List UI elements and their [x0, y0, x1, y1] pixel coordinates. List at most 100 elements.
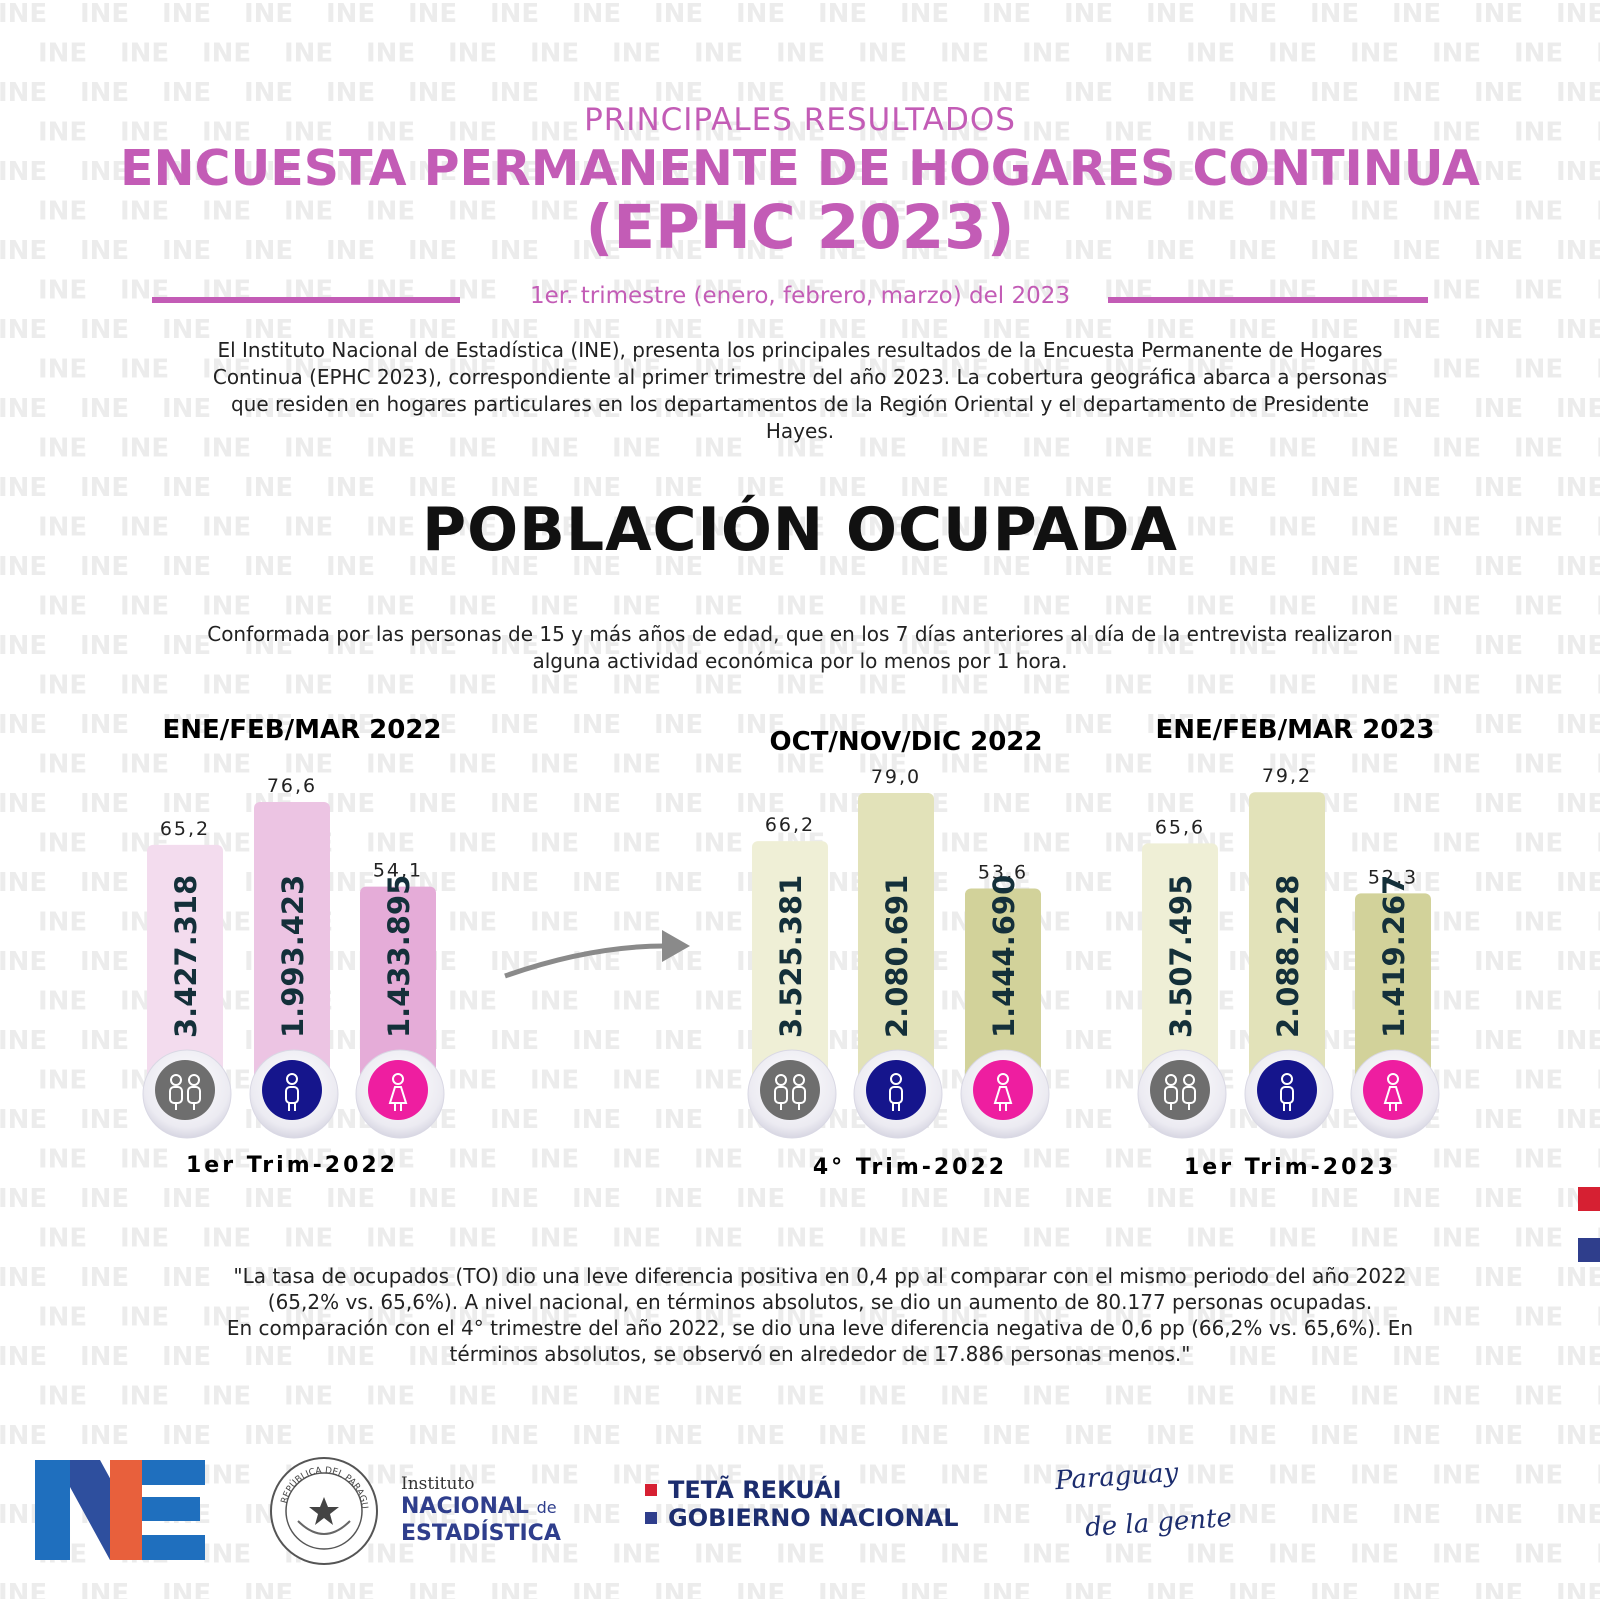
watermark-text: INE [202, 592, 251, 622]
quote-paragraph-2: En comparación con el 4° trimestre del a… [226, 1316, 1414, 1366]
watermark-text: INE [1350, 592, 1399, 622]
woman-icon [960, 1049, 1050, 1139]
watermark-text: INE [1268, 1540, 1317, 1570]
watermark-text: INE [1350, 1224, 1399, 1254]
watermark-text: INE [1432, 39, 1481, 69]
watermark-text: INE [80, 1579, 129, 1599]
watermark-text: INE [982, 1579, 1031, 1599]
bar [1142, 843, 1218, 1090]
watermark-text: INE [1474, 0, 1523, 29]
watermark-text: INE [1104, 1382, 1153, 1412]
watermark-text: INE [1146, 0, 1195, 29]
watermark-text: INE [120, 592, 169, 622]
count-label: 1.993.423 [276, 875, 310, 1038]
watermark-text: INE [940, 1461, 989, 1491]
watermark-text: INE [940, 671, 989, 701]
watermark-text: INE [1474, 315, 1523, 345]
watermark-text: INE [1556, 1421, 1600, 1451]
watermark-text: INE [1596, 434, 1600, 464]
man-icon [249, 1049, 339, 1139]
watermark-text: INE [1186, 1540, 1235, 1570]
ine-wordmark-estadistica: ESTADÍSTICA [401, 1521, 561, 1546]
watermark-text: INE [736, 1579, 785, 1599]
watermark-text: INE [900, 0, 949, 29]
watermark-text: INE [1350, 1540, 1399, 1570]
watermark-text: INE [1432, 434, 1481, 464]
watermark-text: INE [1514, 1540, 1563, 1570]
watermark-text: INE [1474, 1342, 1523, 1372]
watermark-text: INE [1596, 1461, 1600, 1491]
watermark-text: INE [900, 1421, 949, 1451]
watermark-text: INE [1392, 1421, 1441, 1451]
watermark-text: INE [1514, 592, 1563, 622]
bar [752, 841, 828, 1090]
quarter-label: 1er Trim-2022 [186, 1153, 398, 1178]
watermark-text: INE [694, 1224, 743, 1254]
watermark-text: INE [940, 1224, 989, 1254]
rate-label: 65,2 [160, 818, 210, 840]
count-label: 1.444.690 [987, 875, 1021, 1038]
watermark-text: INE [1514, 1461, 1563, 1491]
page-title-code: (EPHC 2023) [585, 192, 1015, 263]
watermark-text: INE [572, 0, 621, 29]
people-icon [1137, 1049, 1227, 1139]
watermark-text: INE [38, 355, 87, 385]
watermark-text: INE [80, 0, 129, 29]
ine-wordmark: Instituto NACIONAL de ESTADÍSTICA [401, 1474, 591, 1547]
watermark-text: INE [900, 1579, 949, 1599]
period-heading: ENE/FEB/MAR 2022 [162, 715, 441, 745]
watermark-text: INE [612, 1382, 661, 1412]
ine-wordmark-nacional: NACIONAL [401, 1494, 529, 1519]
watermark-text: INE [1350, 39, 1399, 69]
watermark-text: INE [408, 1421, 457, 1451]
watermark-text: INE [530, 592, 579, 622]
watermark-text: INE [1228, 1421, 1277, 1451]
bar [1355, 893, 1431, 1090]
watermark-text: INE [776, 39, 825, 69]
watermark-text: INE [940, 1540, 989, 1570]
watermark-text: INE [1350, 671, 1399, 701]
period-heading: OCT/NOV/DIC 2022 [770, 727, 1043, 757]
watermark-text: INE [1432, 355, 1481, 385]
watermark-text: INE [366, 592, 415, 622]
watermark-text: INE [736, 0, 785, 29]
watermark-text: INE [1268, 592, 1317, 622]
ine-wordmark-de: de [536, 1498, 557, 1517]
watermark-text: INE [284, 671, 333, 701]
watermark-text: INE [1596, 355, 1600, 385]
bar [360, 886, 436, 1090]
edge-flag-blue [1578, 1238, 1600, 1262]
watermark-text: INE [572, 1579, 621, 1599]
watermark-text: INE [1514, 434, 1563, 464]
watermark-text: INE [1310, 0, 1359, 29]
watermark-text: INE [366, 39, 415, 69]
quarter-label: 1er Trim-2023 [1184, 1155, 1396, 1180]
section-definition: Conformada por las personas de 15 y más … [207, 622, 1393, 673]
watermark-text: INE [1104, 1224, 1153, 1254]
watermark-text: INE [1310, 1500, 1359, 1530]
intro-paragraph: El Instituto Nacional de Estadística (IN… [212, 338, 1388, 443]
watermark-text: INE [0, 631, 47, 661]
woman-icon [355, 1049, 445, 1139]
woman-icon [1350, 1049, 1440, 1139]
watermark-text: INE [694, 592, 743, 622]
watermark-text: INE [1022, 592, 1071, 622]
watermark-text: INE [80, 631, 129, 661]
watermark-text: INE [1474, 1500, 1523, 1530]
watermark-text: INE [940, 39, 989, 69]
watermark-text: INE [1268, 39, 1317, 69]
watermark-text: INE [1596, 1382, 1600, 1412]
watermark-text: INE [1392, 0, 1441, 29]
quarter-label: 4° Trim-2022 [813, 1155, 1007, 1180]
watermark-text: INE [1474, 1421, 1523, 1451]
watermark-text: INE [202, 1224, 251, 1254]
watermark-text: INE [1432, 1540, 1481, 1570]
watermark-text: INE [1268, 671, 1317, 701]
watermark-text: INE [1268, 1382, 1317, 1412]
watermark-text: INE [1104, 39, 1153, 69]
watermark-text: INE [284, 592, 333, 622]
bar [1249, 792, 1325, 1090]
watermark-text: INE [1432, 1382, 1481, 1412]
watermark-text: INE [1556, 631, 1600, 661]
watermark-text: INE [1596, 1540, 1600, 1570]
